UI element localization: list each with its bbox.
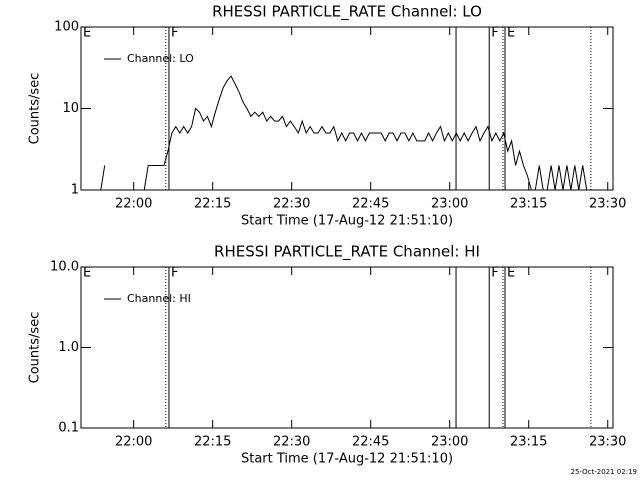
y-tick-label: 10.0 <box>50 260 79 275</box>
x-tick-label: 22:15 <box>194 435 231 450</box>
legend-label: Channel: HI <box>127 292 191 305</box>
chart-title: RHESSI PARTICLE_RATE Channel: HI <box>214 243 480 262</box>
y-tick-label: 1 <box>71 183 79 198</box>
event-label: F <box>491 266 498 281</box>
event-label: F <box>171 266 178 281</box>
x-tick-label: 23:00 <box>431 197 468 212</box>
x-tick-label: 22:45 <box>352 435 389 450</box>
x-tick-label: 23:15 <box>510 197 547 212</box>
event-label: E <box>507 266 515 281</box>
event-label: F <box>171 26 178 41</box>
y-tick-label: 10 <box>62 101 79 116</box>
x-tick-label: 23:30 <box>589 435 626 450</box>
x-tick-label: 23:00 <box>431 435 468 450</box>
x-tick-label: 22:00 <box>115 435 152 450</box>
legend-label: Channel: LO <box>127 52 194 65</box>
data-line <box>100 75 588 191</box>
event-label: E <box>83 26 91 41</box>
y-axis-label: Counts/sec <box>28 312 43 384</box>
chart-title: RHESSI PARTICLE_RATE Channel: LO <box>212 3 482 22</box>
y-tick-label: 0.1 <box>58 421 79 436</box>
x-tick-label: 22:30 <box>273 197 310 212</box>
y-tick-label: 1.0 <box>58 340 79 355</box>
footer: 25-Oct-2021 02:19 <box>571 468 637 476</box>
x-axis-label: Start Time (17-Aug-12 21:51:10) <box>241 214 453 229</box>
x-tick-label: 22:00 <box>115 197 152 212</box>
event-label: E <box>507 26 515 41</box>
y-tick-label: 100 <box>54 20 79 35</box>
x-axis-label: Start Time (17-Aug-12 21:51:10) <box>241 452 453 467</box>
x-tick-label: 23:30 <box>589 197 626 212</box>
x-tick-label: 22:45 <box>352 197 389 212</box>
x-tick-label: 22:15 <box>194 197 231 212</box>
event-label: E <box>83 266 91 281</box>
event-label: F <box>491 26 498 41</box>
x-tick-label: 23:15 <box>510 435 547 450</box>
y-axis-label: Counts/sec <box>28 73 43 145</box>
x-tick-label: 22:30 <box>273 435 310 450</box>
